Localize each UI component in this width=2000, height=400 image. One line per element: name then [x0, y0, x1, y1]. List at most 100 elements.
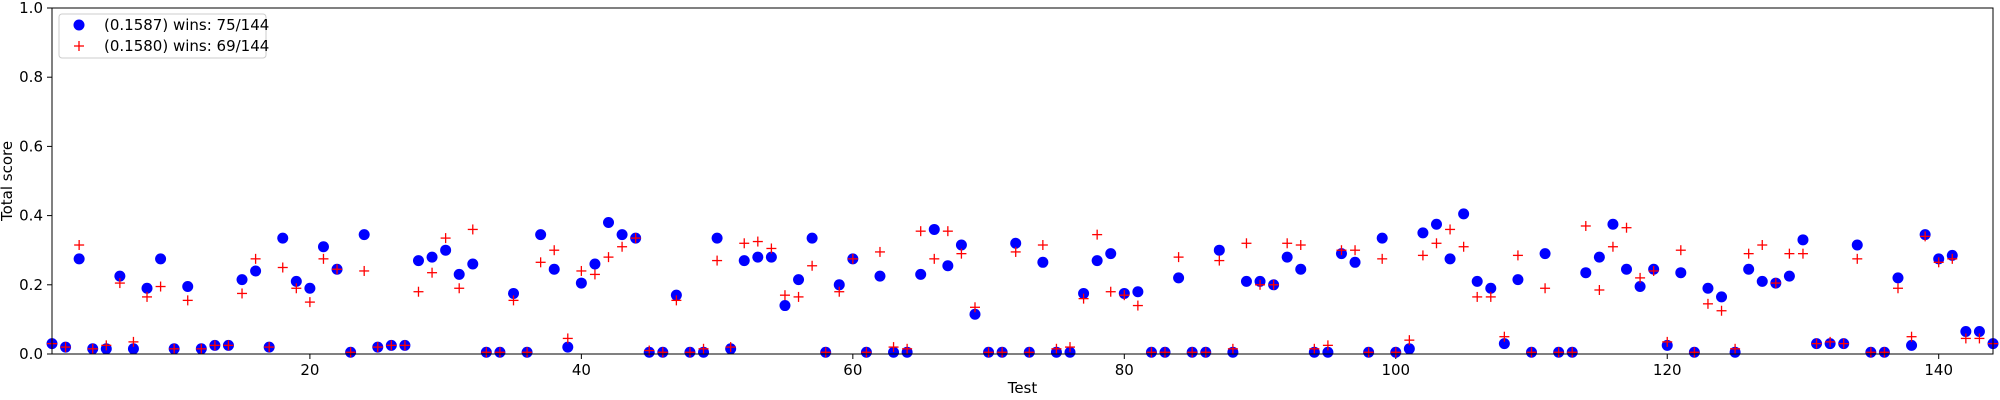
series-2-point — [74, 240, 85, 251]
series-1-point — [1091, 255, 1103, 267]
series-2-point — [712, 255, 723, 266]
x-tick-label: 120 — [1653, 361, 1682, 379]
series-1-point — [412, 255, 424, 267]
series-2-point — [1825, 336, 1836, 347]
y-axis-label: Total score — [0, 141, 16, 222]
series-2-point — [969, 302, 980, 313]
series-1-point — [1512, 274, 1524, 286]
series-2-point — [250, 253, 261, 264]
series-2-point — [1567, 347, 1578, 358]
y-tick-label: 0.2 — [19, 276, 43, 294]
series-2-point — [956, 248, 967, 259]
series-2-point — [1702, 298, 1713, 309]
series-1-point — [942, 260, 954, 272]
series-1-point — [304, 282, 316, 294]
series-1-point — [426, 251, 438, 263]
series-1-point — [1132, 286, 1144, 298]
series-2-point — [834, 286, 845, 297]
series-1-point — [114, 270, 126, 282]
series-2-point — [779, 290, 790, 301]
series-2-point — [820, 347, 831, 358]
series-2-point — [481, 347, 492, 358]
series-1-point — [155, 253, 167, 265]
series-2-point — [128, 336, 139, 347]
points-layer — [46, 208, 1999, 358]
series-1-point — [888, 346, 900, 358]
series-1-point — [548, 263, 560, 275]
series-2-point — [847, 253, 858, 264]
series-2-point — [1146, 347, 1157, 358]
series-2-point — [318, 253, 329, 264]
series-1-point — [1593, 251, 1605, 263]
series-1-point — [752, 251, 764, 263]
series-1-point — [1105, 248, 1117, 260]
series-2-point — [467, 224, 478, 235]
series-2-point — [1132, 300, 1143, 311]
series-1-point — [1458, 208, 1470, 220]
series-2-point — [1920, 231, 1931, 242]
series-1-point — [1743, 263, 1755, 275]
series-2-point — [1879, 347, 1890, 358]
series-2-point — [902, 343, 913, 354]
series-1-point — [1539, 248, 1551, 260]
series-2-point — [1811, 338, 1822, 349]
series-1-point — [793, 274, 805, 286]
series-1-point — [1471, 275, 1483, 287]
series-2-point — [1431, 238, 1442, 249]
series-2-point — [277, 262, 288, 273]
series-1-point — [507, 287, 519, 299]
series-1-point — [440, 244, 452, 256]
series-2-point — [1580, 220, 1591, 231]
series-1-point — [141, 282, 153, 294]
plot-frame — [51, 7, 1994, 355]
series-2-point — [1214, 255, 1225, 266]
series-1-point — [290, 275, 302, 287]
y-tick-label: 0.0 — [19, 345, 43, 363]
legend-label-series-1: (0.1587) wins: 75/144 — [104, 16, 269, 34]
series-2-point — [1105, 286, 1116, 297]
series-1-point — [765, 251, 777, 263]
series-1-point — [738, 255, 750, 267]
series-2-point — [1906, 331, 1917, 342]
series-1-point — [1037, 256, 1049, 268]
series-2-point — [1010, 246, 1021, 257]
series-1-point — [317, 241, 329, 253]
y-tick-label: 0.8 — [19, 68, 43, 86]
series-2-point — [372, 342, 383, 353]
series-1-point — [969, 308, 981, 320]
series-2-point — [739, 238, 750, 249]
series-1-point — [1173, 272, 1185, 284]
series-1-point — [1376, 232, 1388, 244]
series-1-point — [1403, 343, 1415, 355]
series-1-point — [1607, 218, 1619, 230]
series-1-point — [1417, 227, 1429, 239]
series-2-point — [1540, 283, 1551, 294]
series-1-point — [1892, 272, 1904, 284]
series-2-point — [1336, 245, 1347, 256]
series-1-point — [928, 223, 940, 235]
series-1-point — [1444, 253, 1456, 265]
series-1-point — [575, 277, 587, 289]
series-2-point — [264, 342, 275, 353]
series-2-point — [1309, 343, 1320, 354]
series-2-point — [1268, 279, 1279, 290]
series-2-point — [399, 340, 410, 351]
series-1-point — [127, 343, 139, 355]
series-2-point — [1404, 335, 1415, 346]
x-tick-label: 20 — [300, 361, 319, 379]
series-2-point — [291, 283, 302, 294]
series-1-point — [711, 232, 723, 244]
legend: (0.1587) wins: 75/144 (0.1580) wins: 69/… — [58, 13, 269, 59]
series-1-point — [562, 341, 574, 353]
series-2-point — [101, 340, 112, 351]
series-2-point — [1526, 347, 1537, 358]
series-2-point — [427, 267, 438, 278]
series-2-point — [1838, 338, 1849, 349]
series-2-point — [1635, 272, 1646, 283]
series-2-point — [1852, 253, 1863, 264]
series-2-point — [1282, 238, 1293, 249]
series-1-point — [1078, 287, 1090, 299]
series-2-point — [861, 347, 872, 358]
